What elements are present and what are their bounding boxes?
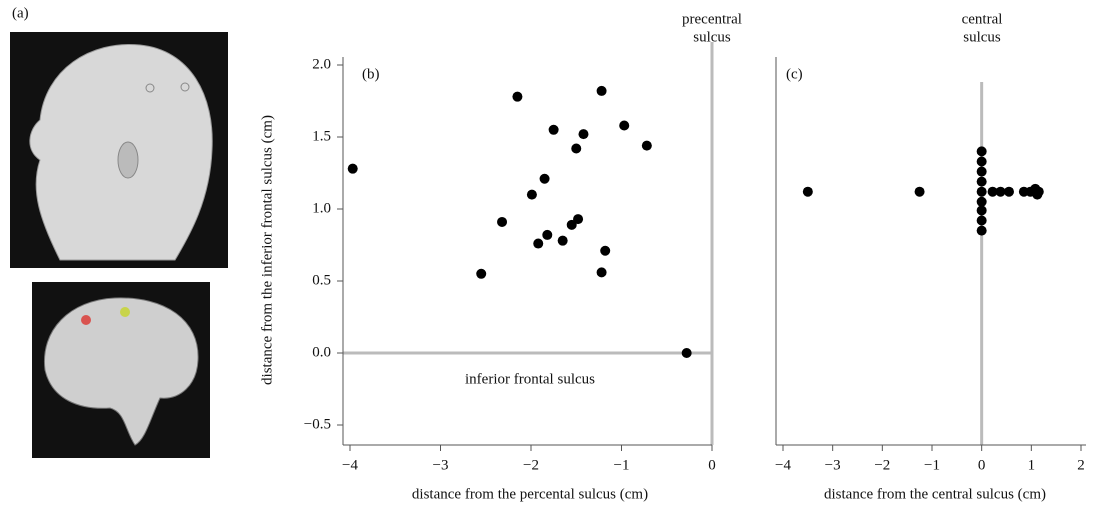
x-tick-label: −2	[523, 457, 539, 473]
ear	[118, 142, 138, 178]
annotation: sulcus	[693, 29, 731, 45]
x-tick-label: −1	[614, 457, 630, 473]
stimulation-site	[120, 307, 130, 317]
data-point	[542, 230, 552, 240]
data-point	[977, 197, 987, 207]
data-point	[642, 141, 652, 151]
x-tick-label: −2	[874, 457, 890, 473]
data-point	[977, 167, 987, 177]
x-tick-label: −3	[433, 457, 449, 473]
data-point	[915, 187, 925, 197]
data-point	[533, 239, 543, 249]
y-tick-label: 0.5	[312, 272, 331, 288]
x-tick-label: 0	[708, 457, 716, 473]
data-point	[977, 226, 987, 236]
x-axis-label: distance from the central sulcus (cm)	[824, 486, 1046, 502]
data-point	[977, 205, 987, 215]
data-point	[497, 217, 507, 227]
annotation: central	[962, 11, 1003, 27]
data-point	[597, 86, 607, 96]
panel-label: (c)	[786, 66, 803, 82]
y-axis-label: distance from the inferior frontal sulcu…	[259, 115, 275, 385]
x-tick-label: 0	[978, 457, 986, 473]
stimulation-site	[81, 315, 91, 325]
head-image	[10, 32, 228, 268]
data-point	[600, 246, 610, 256]
y-tick-label: −0.5	[304, 416, 331, 432]
x-tick-label: −4	[342, 457, 358, 473]
data-point	[977, 216, 987, 226]
x-tick-label: −3	[825, 457, 841, 473]
annotation: sulcus	[963, 29, 1001, 45]
annotation: inferior frontal sulcus	[465, 371, 595, 387]
x-tick-label: 2	[1077, 457, 1085, 473]
data-point	[578, 129, 588, 139]
y-tick-label: 1.5	[312, 128, 331, 144]
x-tick-label: 1	[1028, 457, 1036, 473]
data-point	[977, 146, 987, 156]
figure: (a) −4 −3 −2 −1 0 2.0 1.5 1.0 0.5 0.0 −0.5 (b) dista…	[0, 0, 1097, 509]
y-tick-label: 2.0	[312, 56, 331, 72]
data-point	[619, 120, 629, 130]
data-point	[977, 187, 987, 197]
data-point	[558, 236, 568, 246]
data-point	[597, 267, 607, 277]
data-point	[803, 187, 813, 197]
y-tick-label: 0.0	[312, 344, 331, 360]
data-point	[571, 144, 581, 154]
data-point	[549, 125, 559, 135]
y-tick-label: 1.0	[312, 200, 331, 216]
panel-label: (a)	[12, 5, 29, 21]
data-point	[977, 156, 987, 166]
data-point	[682, 348, 692, 358]
x-tick-label: −4	[775, 457, 791, 473]
data-point	[527, 190, 537, 200]
x-tick-label: −1	[924, 457, 940, 473]
brain-image	[32, 282, 210, 458]
data-point	[1004, 187, 1014, 197]
panel-label: (b)	[362, 66, 380, 82]
data-point	[1034, 187, 1044, 197]
data-point	[476, 269, 486, 279]
data-point	[540, 174, 550, 184]
data-point	[567, 220, 577, 230]
x-axis-label: distance from the percental sulcus (cm)	[412, 486, 648, 502]
annotation: precentral	[682, 11, 742, 27]
data-point	[512, 92, 522, 102]
data-point	[348, 164, 358, 174]
data-point	[977, 177, 987, 187]
